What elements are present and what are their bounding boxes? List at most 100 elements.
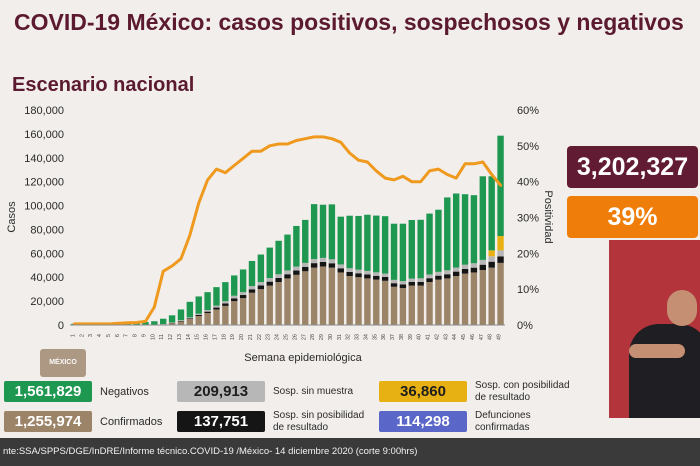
bar-segment xyxy=(231,275,238,296)
y-tick-label: 180,000 xyxy=(24,105,64,117)
bar-segment xyxy=(346,271,353,277)
x-tick-label: 18 xyxy=(221,334,227,340)
y-tick-label: 140,000 xyxy=(24,153,64,165)
con-posibilidad-label-line2: de resultado xyxy=(475,392,531,403)
bar-segment xyxy=(381,273,389,277)
x-tick-label: 11 xyxy=(159,334,165,340)
x-tick-label: 26 xyxy=(292,334,298,340)
y-axis-ticks: 0 20,000 40,000 60,000 80,000 100,000 120,000 1… xyxy=(24,105,64,332)
x-tick-label: 12 xyxy=(168,334,174,340)
positivity-badge: 39% xyxy=(567,196,698,238)
bar-segment xyxy=(186,319,194,325)
bar-segment xyxy=(284,278,291,325)
bar-segment xyxy=(142,322,149,325)
con-posibilidad-label: Sosp. con posibilidad de resultado xyxy=(475,380,570,404)
bar-segment xyxy=(222,282,229,302)
x-tick-label: 9 xyxy=(141,334,147,337)
bar-segment xyxy=(444,274,451,279)
y2-tick-label: 50% xyxy=(517,141,539,153)
bar-segment xyxy=(266,281,273,286)
x-tick-label: 36 xyxy=(381,334,387,340)
y-tick-label: 0 xyxy=(58,320,64,332)
bar-segment xyxy=(222,301,229,304)
x-tick-label: 24 xyxy=(275,334,281,340)
bar-segment xyxy=(426,282,433,325)
total-cases-badge: 3,202,327 xyxy=(567,146,698,188)
bar-segment xyxy=(302,219,309,263)
bar-segment xyxy=(319,204,327,258)
x-tick-label: 38 xyxy=(399,334,405,340)
bar-segment xyxy=(248,286,256,290)
y-tick-label: 160,000 xyxy=(24,129,64,141)
bar-segment xyxy=(364,270,371,275)
bar-segment xyxy=(390,286,398,325)
bar-segment xyxy=(257,285,265,290)
bar-segment xyxy=(213,287,220,306)
bar-segment xyxy=(213,307,220,310)
bar-segment xyxy=(470,195,478,264)
interpreter-hand xyxy=(629,344,685,358)
defunciones-label-line1: Defunciones xyxy=(475,410,531,421)
x-tick-label: 17 xyxy=(212,334,218,340)
bar-segment xyxy=(461,264,469,269)
con-posibilidad-value: 36,860 xyxy=(379,381,467,402)
bar-segment xyxy=(257,289,265,325)
bar-segment xyxy=(204,310,211,312)
bar-segment xyxy=(461,273,469,325)
x-tick-label: 29 xyxy=(319,334,325,340)
x-tick-label: 10 xyxy=(150,334,156,340)
bar-segment xyxy=(310,263,318,268)
x-tick-label: 23 xyxy=(266,334,272,340)
bar-segment xyxy=(399,223,407,282)
bar-segment xyxy=(488,261,495,268)
sin-muestra-label: Sosp. sin muestra xyxy=(273,386,354,397)
x-tick-label: 37 xyxy=(390,334,396,340)
bar-segment xyxy=(355,215,362,270)
bar-segment xyxy=(239,298,247,325)
bar-segment xyxy=(497,250,504,257)
bar-segment xyxy=(426,278,433,282)
x-axis-ticks: 1 2 3 4 5 6 7 8 9 10 11 12 13 14 15 16 17 18 19 20 21 22 23 24 2… xyxy=(70,334,502,340)
bar-segment xyxy=(399,284,407,288)
bar-segment xyxy=(470,263,478,268)
bar-segment xyxy=(426,213,433,275)
x-tick-label: 46 xyxy=(470,334,476,340)
sign-language-interpreter xyxy=(609,240,700,418)
x-tick-label: 40 xyxy=(417,334,423,340)
bar-segment xyxy=(284,234,291,271)
bar-segment xyxy=(266,247,273,279)
bar-segment xyxy=(204,313,211,325)
y-tick-label: 120,000 xyxy=(24,177,64,189)
government-logo: MÉXICO xyxy=(40,349,86,377)
x-tick-label: 16 xyxy=(204,334,210,340)
bar-segment xyxy=(302,271,309,325)
con-posibilidad-label-line1: Sosp. con posibilidad xyxy=(475,380,570,391)
confirmados-label: Confirmados xyxy=(100,416,163,428)
bar-segment xyxy=(195,313,202,315)
sin-posibilidad-value: 137,751 xyxy=(177,411,265,432)
bar-segment xyxy=(266,285,273,325)
x-tick-label: 8 xyxy=(133,334,139,337)
sin-posibilidad-label-line1: Sosp. sin posibilidad xyxy=(273,410,365,421)
bar-segment xyxy=(346,215,353,269)
bar-segment xyxy=(310,204,318,260)
source-footer: nte:SSA/SPPS/DGE/InDRE/Informe técnico.C… xyxy=(0,438,700,466)
bar-segment xyxy=(168,315,176,323)
bar-segment xyxy=(399,287,407,325)
bar-segment xyxy=(222,305,229,325)
bar-segment xyxy=(461,268,469,274)
x-tick-label: 22 xyxy=(257,334,263,340)
bar-segment xyxy=(160,318,167,325)
bar-segment xyxy=(408,282,415,286)
bar-segment xyxy=(275,277,282,282)
bar-segment xyxy=(346,268,353,272)
bar-segment xyxy=(266,278,273,282)
bar-segment xyxy=(248,260,256,287)
x-tick-label: 44 xyxy=(452,334,458,340)
bar-segment xyxy=(328,204,336,260)
bar-segment xyxy=(381,280,389,325)
bar-segment xyxy=(204,311,211,314)
y2-tick-label: 10% xyxy=(517,284,539,296)
bar-segment xyxy=(373,272,380,276)
x-tick-label: 27 xyxy=(301,334,307,340)
